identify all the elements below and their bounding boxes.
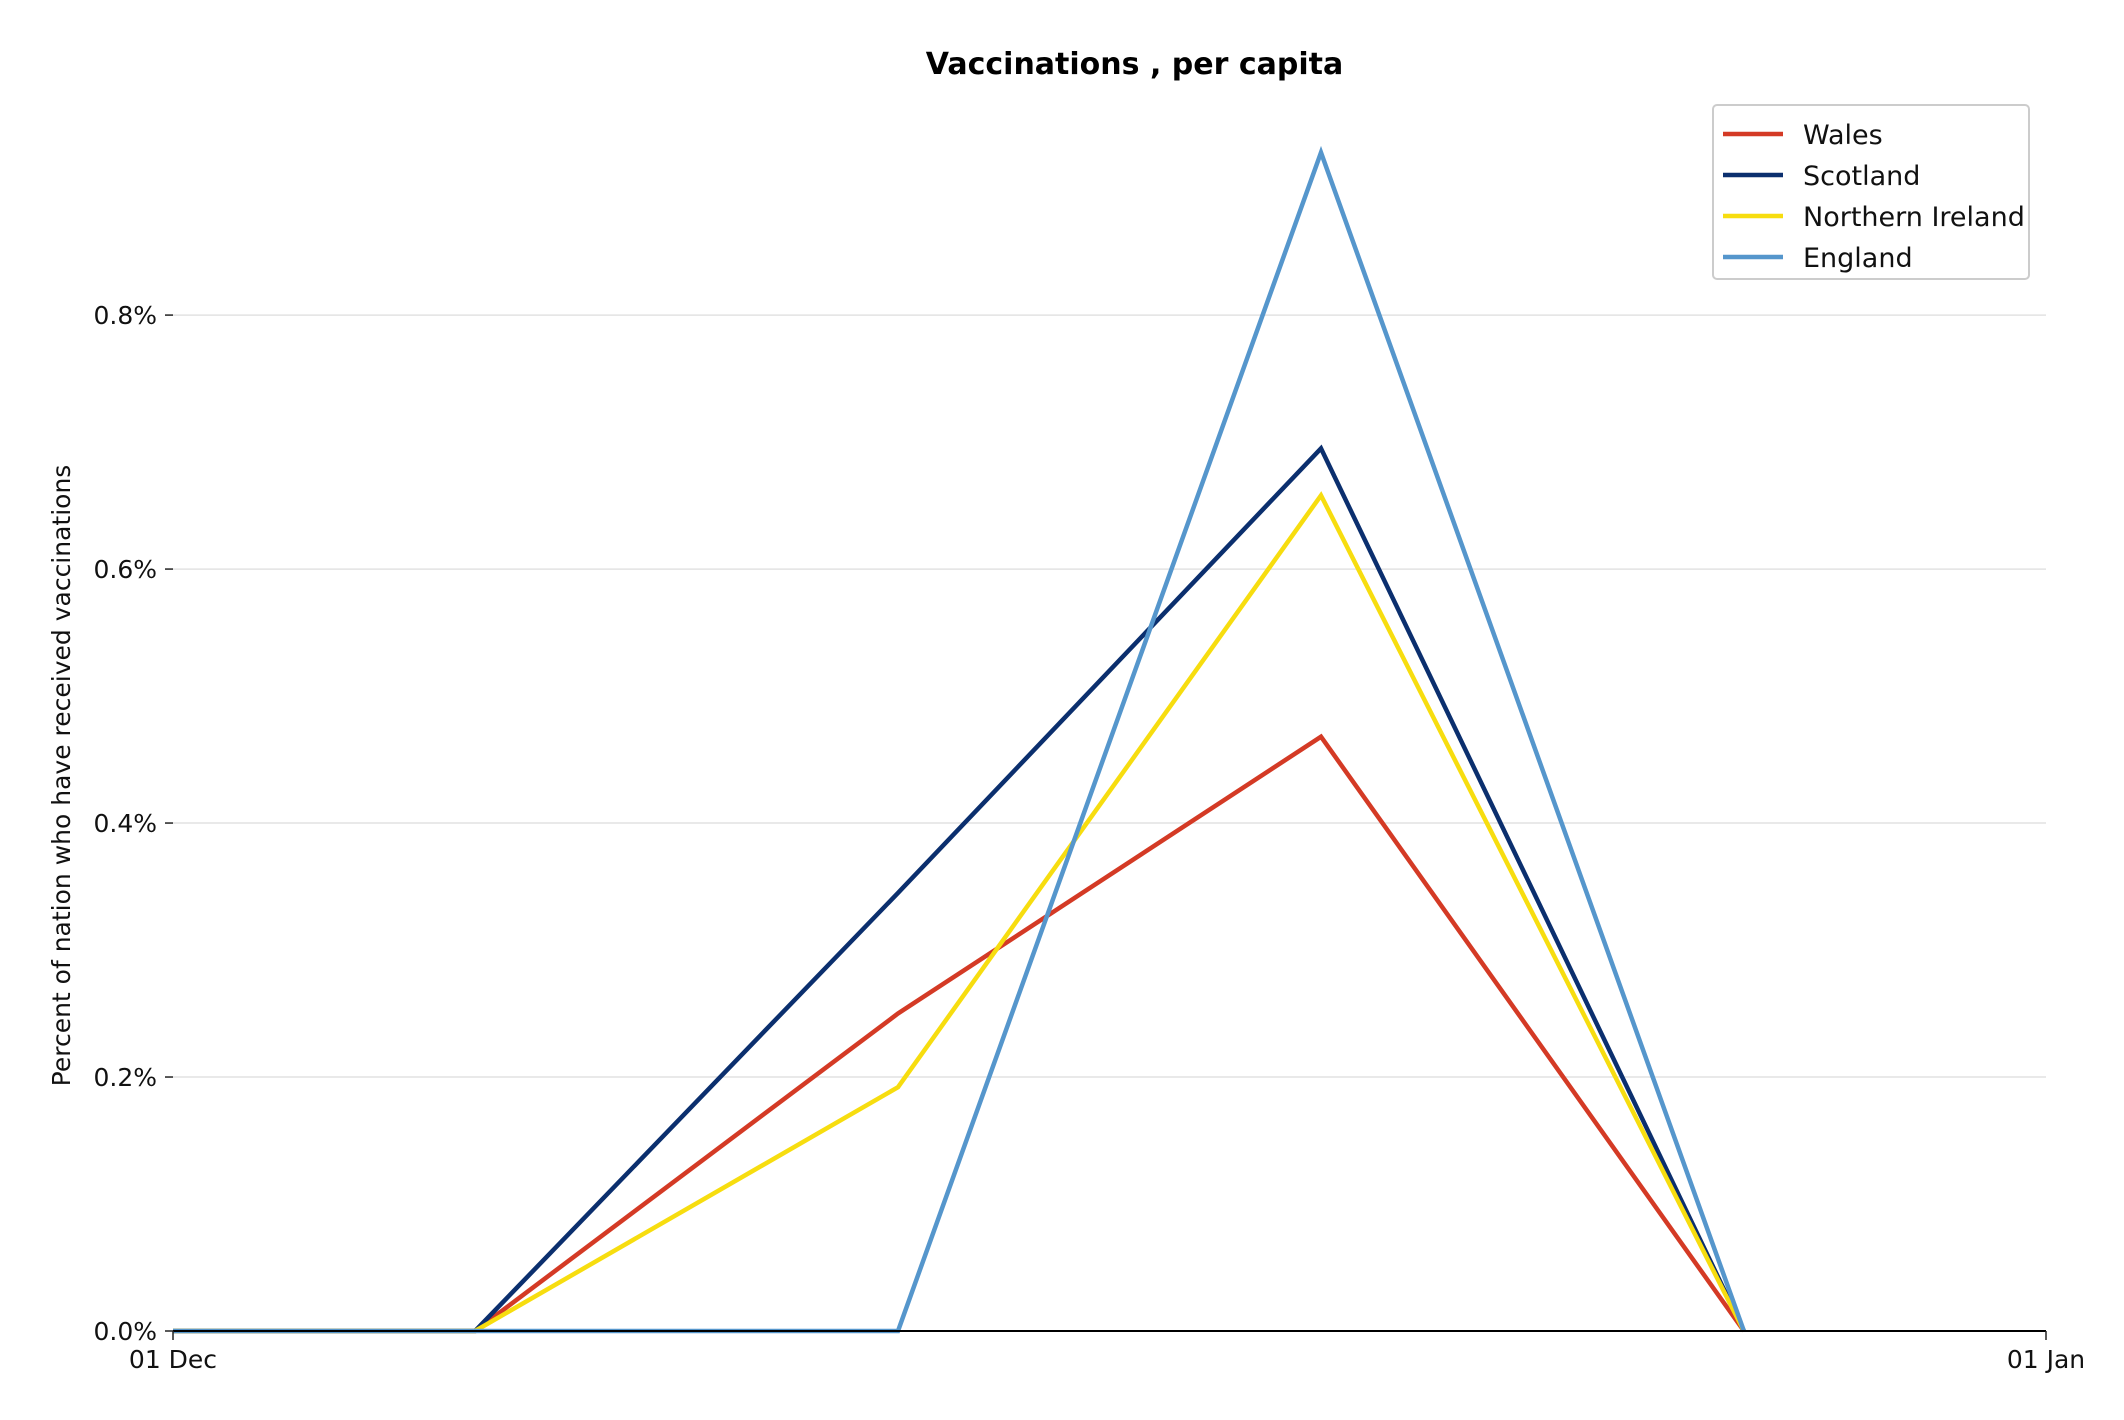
series-lines (173, 145, 1747, 1334)
y-tick-label: 0.8% (93, 301, 157, 330)
y-tick-label: 0.4% (93, 809, 157, 838)
y-axis-label: Percent of nation who have received vacc… (47, 465, 76, 1087)
chart-title: Vaccinations , per capita (926, 47, 1343, 82)
legend-box (1712, 104, 2030, 280)
series-line-england (173, 145, 1747, 1334)
legend-label-northern-ireland: Northern Ireland (1803, 202, 2025, 233)
x-tick-label: 01 Dec (129, 1345, 217, 1374)
x-tick-label: 01 Jan (2007, 1345, 2085, 1374)
axes: 0.0% 0.2% 0.4% 0.6% 0.8% 01 Dec 01 Jan (93, 301, 2085, 1374)
legend-label-wales: Wales (1803, 120, 1883, 151)
series-line-wales (173, 733, 1746, 1334)
legend-label-scotland: Scotland (1803, 161, 1920, 192)
series-line-northern-ireland (173, 491, 1746, 1334)
y-tick-label: 0.0% (93, 1317, 157, 1346)
gridlines (173, 314, 2046, 1078)
legend: Wales Scotland Northern Ireland England (1712, 104, 2030, 280)
y-tick-label: 0.2% (93, 1063, 157, 1092)
series-line-scotland (173, 444, 1746, 1334)
y-tick-label: 0.6% (93, 555, 157, 584)
legend-label-england: England (1803, 243, 1913, 274)
